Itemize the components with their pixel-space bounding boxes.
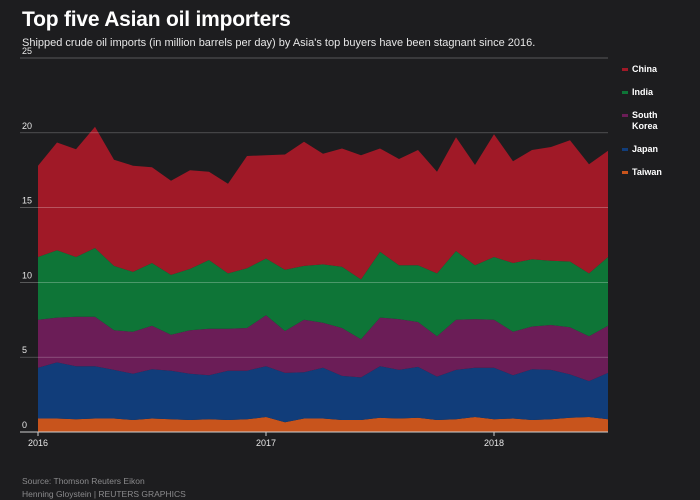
y-tick-label: 25 bbox=[22, 46, 32, 56]
source-note: Source: Thomson Reuters Eikon bbox=[22, 476, 145, 486]
area-china bbox=[38, 126, 608, 280]
area-south-korea bbox=[38, 315, 608, 382]
y-tick-label: 5 bbox=[22, 345, 27, 355]
gridlines: 0 5 10 15 20 25 bbox=[20, 46, 608, 433]
legend-swatch bbox=[622, 148, 628, 151]
legend-swatch bbox=[622, 91, 628, 94]
chart-title: Top five Asian oil importers bbox=[22, 8, 291, 31]
area-layer bbox=[38, 126, 608, 432]
y-tick-label: 20 bbox=[22, 121, 32, 131]
credit-note: Henning Gloystein | REUTERS GRAPHICS bbox=[22, 489, 186, 499]
legend-item-india: India bbox=[622, 87, 696, 98]
legend-label: India bbox=[632, 87, 654, 97]
legend-item-china: China bbox=[622, 64, 696, 75]
legend-label: Japan bbox=[632, 144, 659, 154]
legend-label: South Korea bbox=[632, 110, 658, 131]
y-tick-label: 0 bbox=[22, 420, 27, 430]
chart-subtitle: Shipped crude oil imports (in million ba… bbox=[22, 37, 536, 49]
x-axis: 2016 2017 2018 bbox=[28, 432, 504, 448]
area-india bbox=[38, 248, 608, 340]
x-tick-label: 2017 bbox=[256, 438, 276, 448]
area-japan bbox=[38, 362, 608, 423]
x-tick-label: 2016 bbox=[28, 438, 48, 448]
legend-label: China bbox=[632, 64, 658, 74]
y-tick-label: 15 bbox=[22, 196, 32, 206]
area-taiwan bbox=[38, 417, 608, 432]
legend-item-japan: Japan bbox=[622, 144, 696, 155]
legend-swatch bbox=[622, 114, 628, 117]
x-tick-label: 2018 bbox=[484, 438, 504, 448]
legend-item-south-korea: South Korea bbox=[622, 110, 696, 132]
legend-label: Taiwan bbox=[632, 167, 662, 177]
legend-swatch bbox=[622, 171, 628, 174]
legend-item-taiwan: Taiwan bbox=[622, 167, 696, 178]
y-tick-label: 10 bbox=[22, 270, 32, 280]
legend-swatch bbox=[622, 68, 628, 71]
chart-legend: China India South Korea Japan Taiwan bbox=[622, 64, 696, 190]
